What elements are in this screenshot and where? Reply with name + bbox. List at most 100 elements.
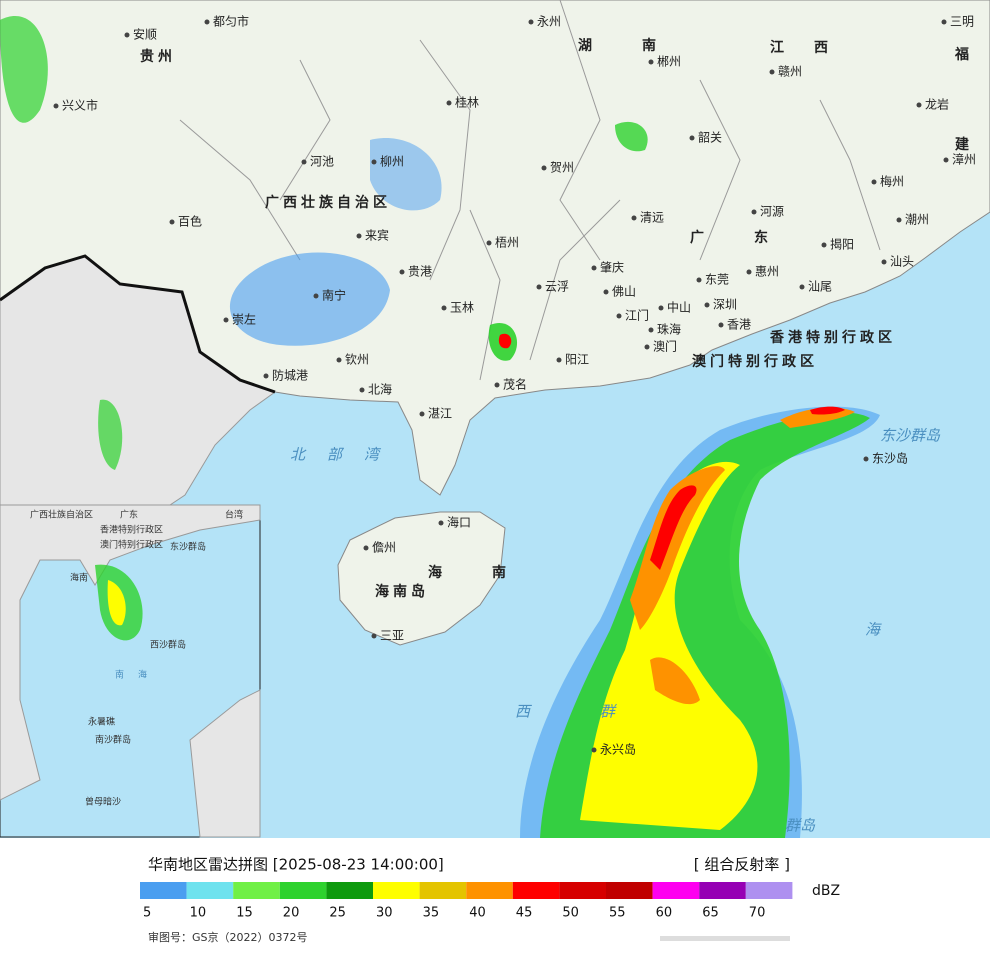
city-dot (541, 165, 547, 171)
legend-tick-label: 60 (656, 906, 673, 921)
city-label: 肇庆 (600, 260, 624, 275)
city-label: 梅州 (880, 174, 904, 189)
city-dot (494, 382, 500, 388)
inset-label: 曾母暗沙 (85, 796, 121, 808)
city-dot (301, 159, 307, 165)
city-label: 赣州 (778, 65, 802, 79)
legend-tick-label: 40 (469, 906, 486, 921)
radar-echo (370, 138, 442, 211)
city-dot (371, 159, 377, 165)
city-dot (399, 269, 405, 275)
city-label: 澳门 (653, 339, 677, 354)
city-dot (446, 100, 452, 106)
city-label: 钦州 (345, 353, 369, 367)
approval-number: 审图号：GS京（2022）0372号 (148, 930, 308, 944)
city-dot (746, 269, 752, 275)
legend-tick-label: 65 (702, 906, 719, 921)
border (0, 254, 276, 394)
city-label: 三明 (950, 15, 974, 29)
radar-echo (650, 657, 700, 705)
city-label: 永兴岛 (600, 742, 636, 757)
unit: dBZ (812, 883, 840, 899)
city-label: 兴义市 (62, 98, 98, 113)
city-label: 阳江 (565, 353, 589, 367)
city-dot (821, 242, 827, 248)
city-dot (124, 32, 130, 38)
legend-swatch (419, 882, 467, 899)
city-label: 桂林 (455, 95, 479, 110)
legend-swatch (466, 882, 513, 899)
legend-swatch (745, 882, 793, 899)
city-dot (896, 217, 902, 223)
city-label: 百色 (178, 215, 202, 229)
radar-echo (498, 333, 512, 349)
legend-swatch (559, 882, 606, 899)
radar-echo (810, 406, 845, 415)
inset-label: 海南 (70, 572, 88, 584)
city-label: 云浮 (545, 280, 569, 294)
city-dot (943, 157, 949, 163)
city-dot (204, 19, 210, 25)
radar-echo (650, 485, 697, 570)
legend-swatch (606, 882, 653, 899)
city-dot (941, 19, 947, 25)
region-label: 贵州 (140, 48, 176, 65)
inset-label: 广东 (120, 509, 138, 521)
city-dot (223, 317, 229, 323)
region-label: 广东 (690, 229, 818, 246)
city-label: 香港 (727, 318, 751, 332)
city-label: 深圳 (713, 298, 737, 312)
city-label: 东沙岛 (872, 451, 908, 466)
inset-label: 东沙群岛 (170, 541, 206, 553)
region-label: 香港特别行政区 (769, 329, 896, 346)
legend-tick-label: 25 (329, 906, 346, 921)
legend-swatch (512, 882, 560, 899)
city-label: 贺州 (550, 161, 574, 175)
inset-label: 澳门特别行政区 (100, 539, 163, 551)
province-boundaries (179, 0, 881, 381)
city-label: 佛山 (612, 285, 636, 299)
legend-swatch (373, 882, 420, 899)
legend-swatch (326, 882, 373, 899)
city-label: 安顺 (133, 27, 157, 42)
legend-tick-label: 70 (749, 906, 766, 921)
city-dot (863, 456, 869, 462)
city-label: 龙岩 (925, 97, 949, 112)
city-dot (689, 135, 695, 141)
legend-swatch (279, 882, 327, 899)
city-label: 汕尾 (808, 280, 832, 294)
city-label: 中山 (667, 300, 691, 315)
city-dot (53, 103, 59, 109)
city-dot (336, 357, 342, 363)
legend-tick-label: 55 (609, 906, 626, 921)
city-label: 韶关 (698, 130, 722, 145)
city-dot (591, 747, 597, 753)
inset-label: 西沙群岛 (150, 639, 186, 651)
inset-label: 永暑礁 (88, 716, 115, 728)
city-dot (616, 313, 622, 319)
city-dot (528, 19, 534, 25)
radar-echo (98, 399, 123, 470)
city-label: 都匀市 (213, 14, 249, 29)
city-label: 南宁 (322, 288, 346, 303)
region-label: 福 (954, 46, 973, 63)
city-label: 防城港 (272, 368, 308, 383)
city-label: 儋州 (372, 541, 396, 555)
inset-land-borneo (189, 689, 261, 838)
city-label: 玉林 (450, 301, 474, 315)
region-label: 海南岛 (375, 583, 429, 600)
city-dot (169, 219, 175, 225)
city-label: 茂名 (503, 377, 527, 392)
city-label: 珠海 (657, 322, 681, 337)
legend-tick-label: 20 (283, 906, 300, 921)
inset-label: 南沙群岛 (95, 734, 131, 746)
legend-tick-label: 5 (143, 906, 151, 921)
city-dot (916, 102, 922, 108)
legend-tick-label: 30 (376, 906, 393, 921)
city-dot (648, 327, 654, 333)
legend-tick-label: 35 (423, 906, 440, 921)
city-label: 惠州 (755, 265, 779, 279)
